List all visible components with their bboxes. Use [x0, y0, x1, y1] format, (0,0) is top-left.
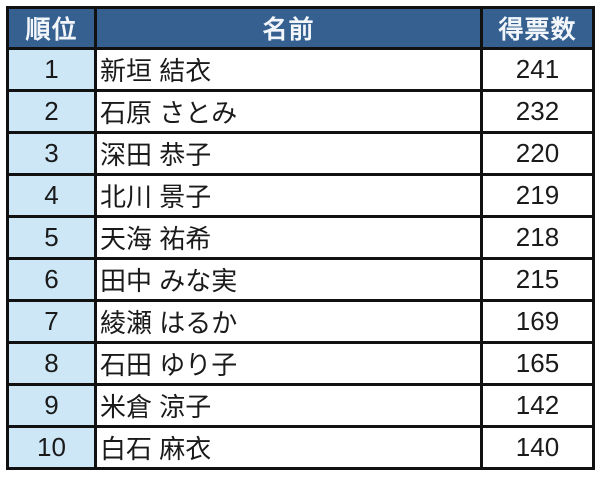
rank-cell: 8 [6, 341, 97, 386]
rank-cell: 2 [6, 89, 97, 134]
table-row: 4 北川 景子 219 [6, 173, 595, 218]
table-row: 8 石田 ゆり子 165 [6, 341, 595, 386]
table-row: 6 田中 みな実 215 [6, 257, 595, 302]
table-header-row: 順位 名前 得票数 [6, 6, 595, 50]
name-cell: 田中 みな実 [94, 257, 483, 302]
votes-cell: 220 [480, 131, 595, 176]
votes-cell: 142 [480, 383, 595, 428]
name-cell: 新垣 結衣 [94, 47, 483, 92]
column-header-name: 名前 [94, 6, 483, 50]
rank-cell: 10 [6, 425, 97, 470]
table-row: 5 天海 祐希 218 [6, 215, 595, 260]
votes-cell: 241 [480, 47, 595, 92]
votes-cell: 232 [480, 89, 595, 134]
table-row: 9 米倉 涼子 142 [6, 383, 595, 428]
ranking-table: 順位 名前 得票数 1 新垣 結衣 241 2 石原 さとみ 232 3 深田 … [6, 6, 595, 470]
rank-cell: 4 [6, 173, 97, 218]
name-cell: 天海 祐希 [94, 215, 483, 260]
rank-cell: 7 [6, 299, 97, 344]
table-row: 2 石原 さとみ 232 [6, 89, 595, 134]
column-header-rank: 順位 [6, 6, 97, 50]
rank-cell: 9 [6, 383, 97, 428]
name-cell: 綾瀬 はるか [94, 299, 483, 344]
rank-cell: 6 [6, 257, 97, 302]
votes-cell: 215 [480, 257, 595, 302]
name-cell: 白石 麻衣 [94, 425, 483, 470]
name-cell: 深田 恭子 [94, 131, 483, 176]
name-cell: 石田 ゆり子 [94, 341, 483, 386]
votes-cell: 169 [480, 299, 595, 344]
table-row: 3 深田 恭子 220 [6, 131, 595, 176]
rank-cell: 5 [6, 215, 97, 260]
table-row: 1 新垣 結衣 241 [6, 47, 595, 92]
votes-cell: 165 [480, 341, 595, 386]
votes-cell: 140 [480, 425, 595, 470]
votes-cell: 219 [480, 173, 595, 218]
votes-cell: 218 [480, 215, 595, 260]
rank-cell: 1 [6, 47, 97, 92]
name-cell: 北川 景子 [94, 173, 483, 218]
rank-cell: 3 [6, 131, 97, 176]
column-header-votes: 得票数 [480, 6, 595, 50]
name-cell: 米倉 涼子 [94, 383, 483, 428]
table-row: 7 綾瀬 はるか 169 [6, 299, 595, 344]
name-cell: 石原 さとみ [94, 89, 483, 134]
table-row: 10 白石 麻衣 140 [6, 425, 595, 470]
